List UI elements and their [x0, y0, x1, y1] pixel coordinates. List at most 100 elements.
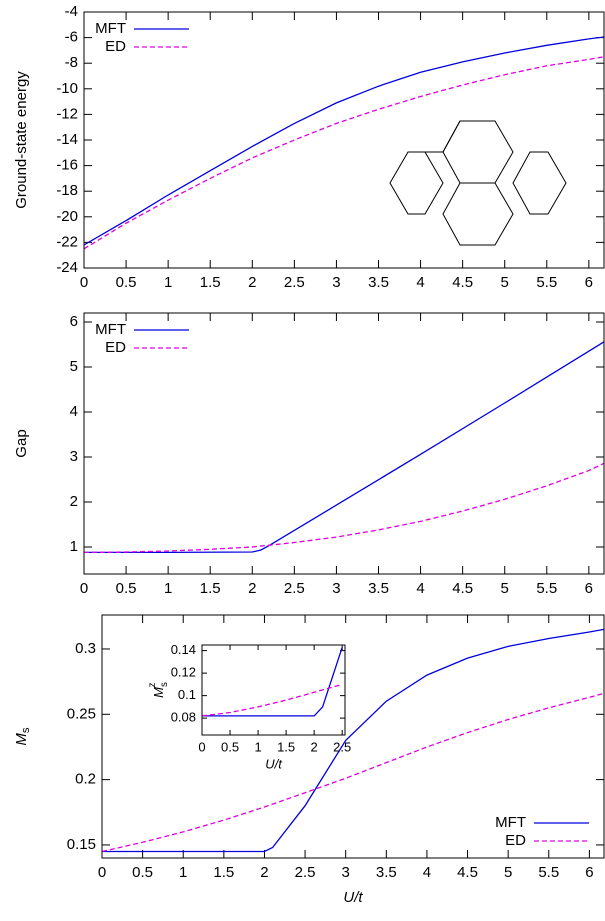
x-tick-label: 0	[80, 580, 88, 597]
y-tick-label: 0.15	[67, 836, 96, 853]
legend-label: MFT	[95, 321, 126, 338]
x-tick-label: 3	[342, 864, 350, 881]
x-tick-label: 5	[501, 274, 509, 291]
x-tick-label: 6	[585, 580, 593, 597]
y-tick-label: -16	[56, 157, 78, 174]
x-axis-label: U/t	[265, 756, 283, 771]
y-tick-label: -12	[56, 105, 78, 122]
x-tick-label: 5	[501, 580, 509, 597]
hexagon	[389, 151, 444, 215]
x-tick-label: 3	[332, 274, 340, 291]
x-tick-label: 0.5	[116, 580, 137, 597]
x-tick-label: 2	[248, 274, 256, 291]
hexagon	[442, 182, 514, 246]
label-main: M	[13, 733, 30, 746]
x-tick-label: 4	[416, 580, 424, 597]
x-tick-label: 2	[260, 864, 268, 881]
x-tick-label: 5.5	[538, 864, 559, 881]
hexagon-cluster	[389, 120, 567, 246]
legend-label: ED	[505, 832, 526, 849]
series-line	[84, 56, 604, 250]
x-tick-label: 3.5	[368, 274, 389, 291]
x-tick-label: 0.5	[116, 274, 137, 291]
x-tick-label: 2.5	[284, 274, 305, 291]
legend-label: ED	[105, 339, 126, 356]
plot-lines	[84, 341, 604, 554]
x-tick-label: 0.5	[221, 739, 239, 754]
x-tick-label: 0.5	[132, 864, 153, 881]
plot-lines	[202, 647, 343, 717]
y-tick-label: -20	[56, 208, 78, 225]
x-tick-label: 6	[585, 864, 593, 881]
y-tick-label: 3	[70, 448, 78, 465]
y-tick-label: -22	[56, 233, 78, 250]
x-tick-label: 1.5	[200, 580, 221, 597]
x-tick-label: 3	[332, 580, 340, 597]
x-tick-label: 4	[423, 864, 431, 881]
x-tick-label: 6	[585, 274, 593, 291]
label-sub: s	[159, 682, 170, 687]
x-tick-label: 1.5	[200, 274, 221, 291]
x-tick-label: 4.5	[457, 864, 478, 881]
legend-label: ED	[105, 38, 126, 55]
y-axis-label: Ground-state energy	[13, 71, 30, 209]
label-sub: s	[20, 727, 32, 733]
label-sup: z	[147, 682, 158, 687]
x-tick-label: 1.5	[277, 739, 295, 754]
edge	[442, 120, 461, 153]
x-tick-label: 1.5	[213, 864, 234, 881]
chart: 0 0.5 1 1.5 2 2.5 3 3.5 4 4.5 5 5.5 6 0.15 0.2 0.25 0.3 M…	[13, 614, 605, 906]
series-line	[84, 341, 604, 554]
series-line	[84, 36, 604, 246]
y-tick-label: -24	[56, 259, 78, 276]
x-tick-label: 2	[248, 580, 256, 597]
x-tick-label: 4.5	[452, 274, 473, 291]
x-tick-label: 3.5	[376, 864, 397, 881]
x-axis-label: U/t	[343, 889, 363, 906]
legend-label: MFT	[495, 814, 526, 831]
y-axis-label: Ms	[13, 727, 32, 746]
x-tick-label: 1	[179, 864, 187, 881]
y-axis-label: Msz	[147, 682, 170, 698]
series-line	[202, 647, 343, 717]
series-line	[102, 628, 604, 853]
plot-frame	[83, 11, 605, 269]
plot-frame	[101, 614, 605, 859]
x-tick-label: 2.5	[284, 580, 305, 597]
series-line	[84, 462, 604, 554]
x-tick-label: 4.5	[452, 580, 473, 597]
y-tick-label: 1	[70, 538, 78, 555]
inset-chart: 0 0.5 1 1.5 2 2.5 0.08 0.1 0.12 0.14 Msz U/t	[147, 642, 352, 771]
y-axis-label: Gap	[13, 429, 30, 457]
x-tick-label: 5	[504, 864, 512, 881]
y-tick-label: 4	[70, 403, 78, 420]
y-tick-label: 0.08	[171, 710, 196, 725]
plot-lines	[102, 628, 604, 853]
y-tick-label: -10	[56, 80, 78, 97]
legend-label: MFT	[95, 20, 126, 37]
plot-lines	[84, 36, 604, 250]
y-tick-label: 6	[70, 313, 78, 330]
y-tick-label: 0.14	[171, 642, 196, 657]
y-tick-label: 5	[70, 358, 78, 375]
plot-frame	[83, 312, 605, 575]
hexagon	[512, 151, 567, 215]
y-tick-label: -14	[56, 131, 78, 148]
y-tick-label: 2	[70, 493, 78, 510]
y-tick-label: -8	[65, 54, 78, 71]
y-tick-label: -4	[65, 3, 78, 20]
x-tick-label: 3.5	[368, 580, 389, 597]
y-tick-label: 0.25	[67, 705, 96, 722]
x-tick-label: 1	[164, 274, 172, 291]
x-tick-label: 1	[164, 580, 172, 597]
y-tick-label: 0.12	[171, 665, 196, 680]
x-tick-label: 0	[198, 739, 205, 754]
x-tick-label: 4	[416, 274, 424, 291]
x-tick-label: 2.5	[295, 864, 316, 881]
y-tick-label: 0.1	[178, 687, 196, 702]
y-tick-label: -6	[65, 29, 78, 46]
label-main: M	[151, 687, 166, 698]
y-tick-label: -18	[56, 182, 78, 199]
y-tick-label: 0.2	[75, 771, 96, 788]
